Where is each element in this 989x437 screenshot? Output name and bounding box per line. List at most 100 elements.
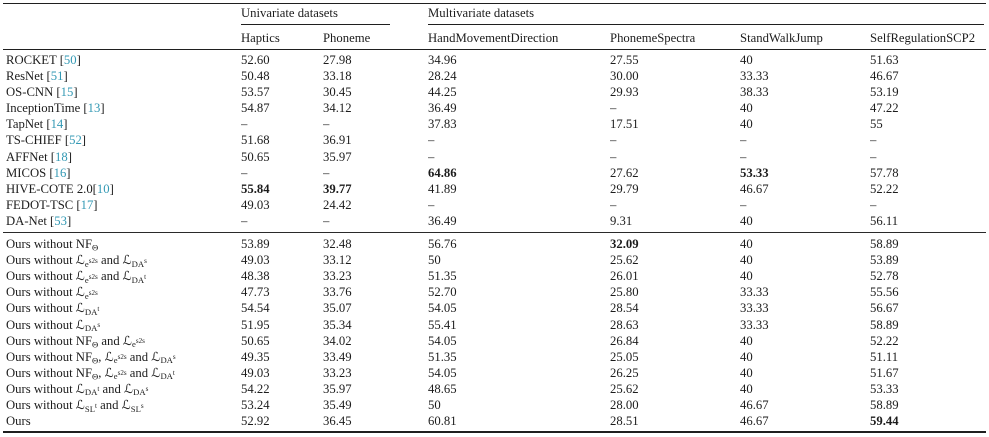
citation-link[interactable]: 13	[87, 101, 101, 116]
value-cell: 58.89	[870, 317, 899, 332]
citation-link[interactable]: 10	[96, 181, 110, 196]
value-cell: –	[870, 197, 877, 212]
citation-link[interactable]: 53	[54, 213, 67, 228]
value-cell: 59.44	[870, 414, 899, 429]
value-cell: 33.33	[740, 69, 769, 84]
method-label: Ours without ℒes2s	[6, 285, 98, 301]
method-label: Ours without NFΘ, ℒes2s and ℒDAt	[6, 365, 175, 381]
value-cell: 9.31	[610, 213, 633, 228]
univariate-group-header: Univariate datasets	[241, 4, 428, 25]
value-cell: 48.38	[241, 269, 270, 284]
value-cell: 33.76	[323, 285, 352, 300]
value-cell: 27.55	[610, 53, 639, 67]
value-cell: 52.22	[870, 181, 899, 196]
table-row: AFFNet [18] 50.65 35.97 – – – –	[3, 149, 986, 165]
value-cell: 33.23	[323, 365, 352, 380]
value-cell: 25.62	[610, 253, 639, 268]
value-cell: 57.78	[870, 165, 899, 180]
table-row: Ours 52.92 36.45 60.81 28.51 46.67 59.44	[3, 413, 986, 432]
value-cell: –	[241, 213, 248, 228]
method-label: ROCKET [50]	[6, 53, 81, 67]
value-cell: 52.60	[241, 53, 270, 67]
value-cell: 48.65	[428, 381, 457, 396]
value-cell: 27.62	[610, 165, 639, 180]
citation-link[interactable]: 14	[50, 117, 64, 132]
value-cell: 28.00	[610, 397, 639, 412]
value-cell: 53.19	[870, 85, 899, 100]
value-cell: 46.67	[740, 414, 769, 429]
value-cell: 39.77	[323, 181, 352, 196]
value-cell: 46.67	[740, 397, 769, 412]
value-cell: 54.54	[241, 301, 270, 316]
multivariate-group-header: Multivariate datasets	[428, 4, 986, 25]
table-row: TapNet [14] – – 37.83 17.51 40 55	[3, 116, 986, 132]
value-cell: 40	[740, 365, 753, 380]
value-cell: 58.89	[870, 232, 987, 253]
citation-link[interactable]: 15	[60, 85, 74, 100]
results-table: Univariate datasets Multivariate dataset…	[3, 3, 987, 434]
value-cell: 17.51	[610, 117, 639, 132]
citation-link[interactable]: 51	[50, 69, 64, 84]
value-cell: 29.79	[610, 181, 639, 196]
value-cell: 38.33	[740, 85, 769, 100]
citation-link[interactable]: 52	[69, 133, 82, 148]
method-label: HIVE-COTE 2.0[10]	[6, 181, 114, 196]
value-cell: 40	[740, 269, 753, 284]
value-cell: 35.97	[323, 149, 352, 164]
value-cell: 32.09	[610, 232, 741, 253]
table-header: Univariate datasets Multivariate dataset…	[3, 4, 987, 50]
col-header-handmovementdirection: HandMovementDirection	[428, 31, 559, 45]
value-cell: 35.07	[323, 301, 352, 316]
value-cell: 54.87	[241, 101, 270, 116]
method-label: MICOS [16]	[6, 165, 71, 180]
value-cell: 34.96	[428, 53, 457, 67]
value-cell: 58.89	[870, 397, 899, 412]
citation-link[interactable]: 17	[80, 197, 94, 212]
table-row: DA-Net [53] – – 36.49 9.31 40 56.11	[3, 213, 986, 233]
col-header-standwalkjump: StandWalkJump	[740, 31, 823, 45]
value-cell: –	[323, 213, 330, 228]
value-cell: 33.18	[323, 69, 352, 84]
value-cell: 51.35	[428, 269, 457, 284]
value-cell: 52.22	[870, 333, 899, 348]
value-cell: 55.84	[241, 181, 270, 196]
method-label: Ours without NFΘ, ℒes2s and ℒDAs	[6, 349, 176, 365]
table-row: Ours without ℒDAt and ℒDAs 54.22 35.97 48.6…	[3, 381, 986, 397]
value-cell: 56.11	[870, 213, 899, 228]
value-cell: –	[610, 197, 617, 212]
col-header-selfregulationscp2: SelfRegulationSCP2	[870, 31, 976, 45]
table-row: TS-CHIEF [52] 51.68 36.91 – – – –	[3, 132, 986, 148]
method-label: Ours without ℒDAt	[6, 301, 100, 317]
value-cell: 25.80	[610, 285, 639, 300]
value-cell: –	[610, 133, 617, 148]
citation-link[interactable]: 50	[63, 53, 77, 67]
citation-link[interactable]: 16	[53, 165, 67, 180]
value-cell: 51.68	[241, 133, 270, 148]
value-cell: 40	[740, 101, 753, 116]
citation-link[interactable]: 18	[55, 149, 68, 164]
value-cell: 36.45	[323, 414, 352, 429]
value-cell: 53.57	[241, 85, 270, 100]
value-cell: 40	[740, 349, 753, 364]
method-label: FEDOT-TSC [17]	[6, 197, 98, 212]
table-row: Ours without ℒes2s and ℒDAs 49.03 33.12 50 2…	[3, 252, 986, 268]
ablations-body: Ours without NFΘ 53.89 32.48 56.76 32.09 40 58…	[3, 232, 987, 433]
table-row: HIVE-COTE 2.0[10] 55.84 39.77 41.89 29.79 46.…	[3, 181, 986, 197]
value-cell: 26.84	[610, 333, 639, 348]
value-cell: 55.56	[870, 285, 899, 300]
value-cell: 40	[740, 333, 753, 348]
value-cell: 49.03	[241, 197, 270, 212]
value-cell: 53.33	[870, 381, 899, 396]
value-cell: 50.48	[241, 69, 270, 84]
value-cell: 35.97	[323, 381, 352, 396]
value-cell: 52.70	[428, 285, 457, 300]
value-cell: 34.02	[323, 333, 352, 348]
value-cell: 40	[740, 213, 753, 228]
value-cell: 24.42	[323, 197, 352, 212]
group-header-row: Univariate datasets Multivariate dataset…	[3, 4, 986, 25]
table-row: OS-CNN [15] 53.57 30.45 44.25 29.93 38.33 53.1…	[3, 84, 986, 100]
method-label: Ours without ℒDAs	[6, 317, 101, 333]
method-column-header-blank	[3, 25, 241, 50]
value-cell: 60.81	[428, 414, 457, 429]
value-cell: –	[870, 133, 877, 148]
